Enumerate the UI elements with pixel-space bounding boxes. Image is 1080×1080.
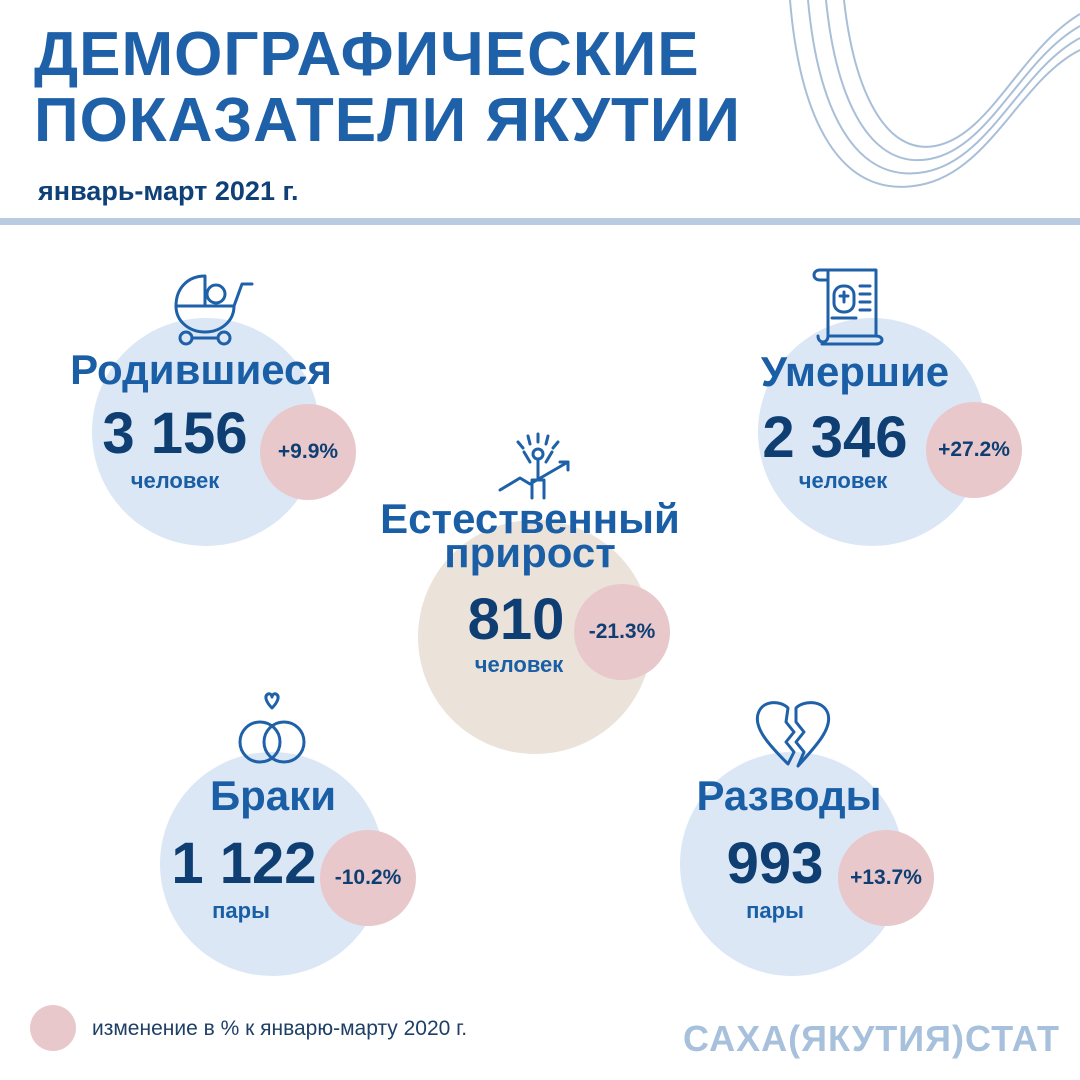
natural-growth-title-line-1: Естественный [380, 495, 680, 542]
births-title: Родившиеся [70, 346, 332, 393]
divorces-unit: пары [746, 898, 804, 923]
deaths-change-badge: +27.2% [926, 402, 1022, 498]
natural-growth-title-line-2: прирост [444, 529, 616, 576]
death-certificate-icon [810, 266, 888, 346]
natural-growth-value: 810 [467, 587, 565, 652]
divorces-change-badge: +13.7% [838, 830, 934, 926]
title-line-1: ДЕМОГРАФИЧЕСКИЕ [34, 20, 700, 89]
births-change-badge: +9.9% [260, 404, 356, 500]
title-line-2: ПОКАЗАТЕЛИ ЯКУТИИ [34, 86, 741, 155]
baby-stroller-icon [168, 270, 254, 346]
divorces-value: 993 [726, 831, 824, 896]
natural-growth-unit: человек [474, 652, 564, 677]
brand-logo-text: САХА(ЯКУТИЯ)СТАТ [683, 1018, 1060, 1059]
period-subtitle: январь-март 2021 г. [38, 176, 299, 206]
marriages-change-badge: -10.2% [320, 830, 416, 926]
deaths-unit: человек [798, 468, 888, 493]
marriages-title: Браки [209, 772, 337, 819]
legend-color-swatch [30, 1005, 76, 1051]
wedding-rings-icon [232, 692, 312, 768]
header-divider [0, 218, 1080, 225]
natural-growth-change-badge: -21.3% [574, 584, 670, 680]
births-value: 3 156 [102, 401, 248, 466]
person-growth-icon [496, 432, 580, 502]
marriages-unit: пары [212, 898, 270, 923]
broken-heart-icon [752, 698, 834, 772]
marriages-value: 1 122 [171, 831, 317, 896]
legend-text: изменение в % к январю-марту 2020 г. [92, 1017, 468, 1040]
divorces-title: Разводы [696, 772, 882, 819]
page-title: ДЕМОГРАФИЧЕСКИЕ ПОКАЗАТЕЛИ ЯКУТИИ [34, 22, 741, 154]
deaths-title: Умершие [760, 348, 950, 395]
decorative-waves [789, 0, 1080, 188]
births-unit: человек [130, 468, 220, 493]
deaths-value: 2 346 [762, 405, 908, 470]
